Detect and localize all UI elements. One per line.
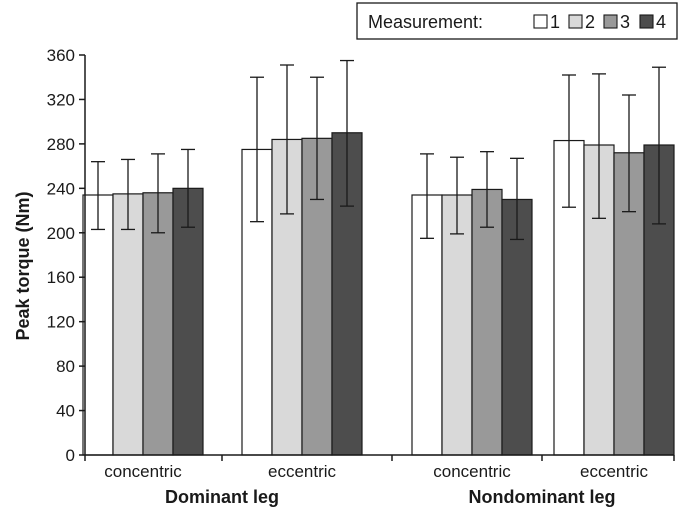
legend-entry-label: 4	[656, 12, 666, 32]
y-tick-label: 120	[47, 313, 75, 332]
y-tick-label: 200	[47, 224, 75, 243]
category-label: eccentric	[268, 462, 337, 481]
legend-swatch	[603, 14, 618, 29]
bar	[172, 187, 204, 456]
legend-swatch	[533, 14, 548, 29]
category-label: concentric	[104, 462, 182, 481]
category-label: eccentric	[580, 462, 649, 481]
legend-entry-label: 2	[585, 12, 595, 32]
legend: Measurement: 1 2 3 4	[356, 2, 678, 40]
bar	[82, 194, 114, 456]
legend-box	[356, 2, 678, 40]
group-label: Nondominant leg	[469, 487, 616, 507]
bar	[112, 193, 144, 456]
legend-entry-label: 3	[620, 12, 630, 32]
category-labels-layer: concentric eccentric concentric eccentric Do…	[104, 462, 648, 507]
y-tick-label: 40	[56, 402, 75, 421]
legend-swatch	[568, 14, 583, 29]
legend-swatch	[639, 14, 654, 29]
y-tick-label: 360	[47, 46, 75, 65]
group-label: Dominant leg	[165, 487, 279, 507]
legend-entry-label: 1	[550, 12, 560, 32]
bar	[501, 198, 533, 456]
y-tick-label: 0	[66, 446, 75, 465]
category-label: concentric	[433, 462, 511, 481]
y-axis-title: Peak torque (Nm)	[13, 191, 33, 340]
bars-layer	[82, 132, 675, 456]
y-tick-label: 240	[47, 179, 75, 198]
legend-title: Measurement:	[368, 12, 483, 32]
bar	[471, 188, 503, 456]
y-tick-label: 280	[47, 135, 75, 154]
y-tick-label: 160	[47, 268, 75, 287]
y-tick-label: 320	[47, 90, 75, 109]
bar	[142, 192, 174, 456]
axis-layer: 0 40 80 120 160 200 240 280 320 360	[47, 46, 675, 465]
y-tick-label: 80	[56, 357, 75, 376]
error-bars-layer	[91, 59, 666, 241]
